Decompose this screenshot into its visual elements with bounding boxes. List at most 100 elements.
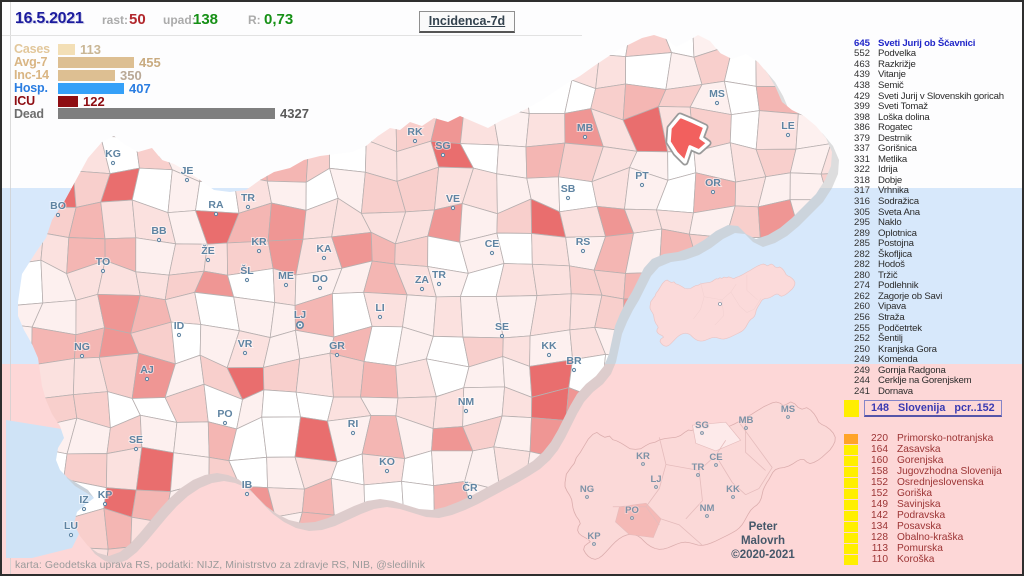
region-value: 220 [871,433,888,444]
legend-bar [58,43,75,55]
region-value: 128 [871,532,888,543]
inset-map-slovenia [649,263,796,347]
region-swatch [844,488,858,499]
region-name: Podravska [897,510,946,521]
municipality-cell [470,512,506,551]
municipality-value: 244 [853,375,870,387]
municipality-row: 379 Destrnik [844,133,1022,144]
region-name: Koroška [897,554,935,565]
municipality-row: 337 Gorišnica [844,143,1022,155]
inset-region-label-TR: TR [692,462,705,473]
region-value: 113 [871,543,888,554]
region-name: Obalno-kraška [897,532,964,543]
city-label-BR: BR [566,355,582,367]
municipality-row: 282 Škofljica [844,249,1022,260]
municipality-row: 249 Gornja Radgona [844,365,1022,376]
municipality-cell [432,296,464,338]
legend-bar [58,95,78,107]
municipality-value: 552 [853,48,870,60]
legend-label: ICU [14,94,35,109]
city-label-LU: LU [64,520,78,532]
municipality-cell [759,327,795,361]
region-name: Savinjska [897,499,941,510]
municipality-row: 295 Naklo [844,217,1022,228]
region-row: 220 Primorsko-notranjska [844,433,1002,444]
slovenia-summary-box: 148 Slovenija pcr..152 [864,400,1002,417]
municipality-value: 331 [853,153,870,165]
municipality-value: 386 [853,122,870,134]
municipality-name: Idrija [878,164,898,176]
legend-label: Cases [14,42,50,57]
municipality-cell [755,35,798,59]
municipality-cell [726,35,764,60]
municipality-name: Gorišnica [878,143,917,155]
municipality-cell [496,144,528,179]
city-label-SE: SE [129,434,143,446]
municipality-cell [622,543,660,556]
city-label-IB: IB [242,479,253,491]
municipality-cell [18,206,45,234]
legend-label: Hosp. [14,81,48,96]
municipality-cell [363,480,405,519]
municipality-cell [788,35,832,54]
city-label-RS: RS [576,236,591,248]
municipality-name: Zagorje ob Savi [878,290,943,302]
inset-region-label-CE: CE [709,452,722,463]
municipality-value: 252 [853,333,870,345]
region-row: 158 Jugovzhodna Slovenija [844,466,1002,477]
municipality-row: 260 Vipava [844,301,1022,312]
city-label-KR: KR [251,236,267,248]
city-label-SG: SG [435,140,450,152]
municipality-cell [359,35,405,51]
city-label-OR: OR [705,177,721,189]
legend-bar [58,56,134,68]
municipality-row: 255 Podčetrtek [844,323,1022,334]
municipality-cell [529,293,572,337]
municipality-value: 282 [853,259,870,271]
rast-label: rast: [102,13,129,27]
municipality-cell [18,352,32,401]
inset-region-labels: MS MB SG CE KR TR LJ KK NG NM PO KP [579,403,796,546]
legend-label: Avg-7 [14,55,48,70]
report-date: 16.5.2021 [15,10,84,27]
municipality-cell [328,47,373,90]
city-label-RI: RI [348,418,359,430]
city-label-MS: MS [709,88,725,100]
region-swatch [844,543,858,554]
municipality-cell [306,105,333,145]
city-label-VR: VR [238,338,253,350]
municipality-row: 282 Hodoš [844,259,1022,271]
municipality-cell [164,514,208,552]
region-row: 113 Pomurska [844,543,1002,554]
inset-region-label-MS: MS [781,404,795,415]
municipality-row: 262 Zagorje ob Savi [844,290,1022,302]
municipality-cell [173,421,210,458]
city-label-PT: PT [635,170,649,182]
region-name: Osrednjeslovenska [897,477,984,488]
region-name: Posavska [897,521,942,532]
municipality-cell [625,35,673,58]
municipality-name: Sveti Tomaž [878,101,928,113]
legend-row: Avg-7 455 [14,55,309,70]
region-name: Pomurska [897,543,943,554]
municipality-row: 252 Šentilj [844,333,1022,345]
municipality-cell [623,326,663,359]
legend-bar [58,82,124,94]
municipality-name: Podlehnik [878,280,919,292]
municipality-value: 439 [853,69,870,81]
city-label-BB: BB [151,225,167,237]
city-label-TR: TR [432,269,446,281]
municipality-cell [360,361,399,399]
municipality-name: Sveta Ana [878,206,920,218]
region-swatch [844,433,858,444]
city-label-SE: SE [495,321,509,333]
municipality-cell [134,136,173,171]
municipality-cell [491,106,530,148]
inset-region-label-NM: NM [700,503,715,514]
municipality-cell [392,49,434,84]
municipality-cell [364,512,405,551]
r-value: 0,73 [264,11,294,28]
municipality-cell [105,446,143,491]
